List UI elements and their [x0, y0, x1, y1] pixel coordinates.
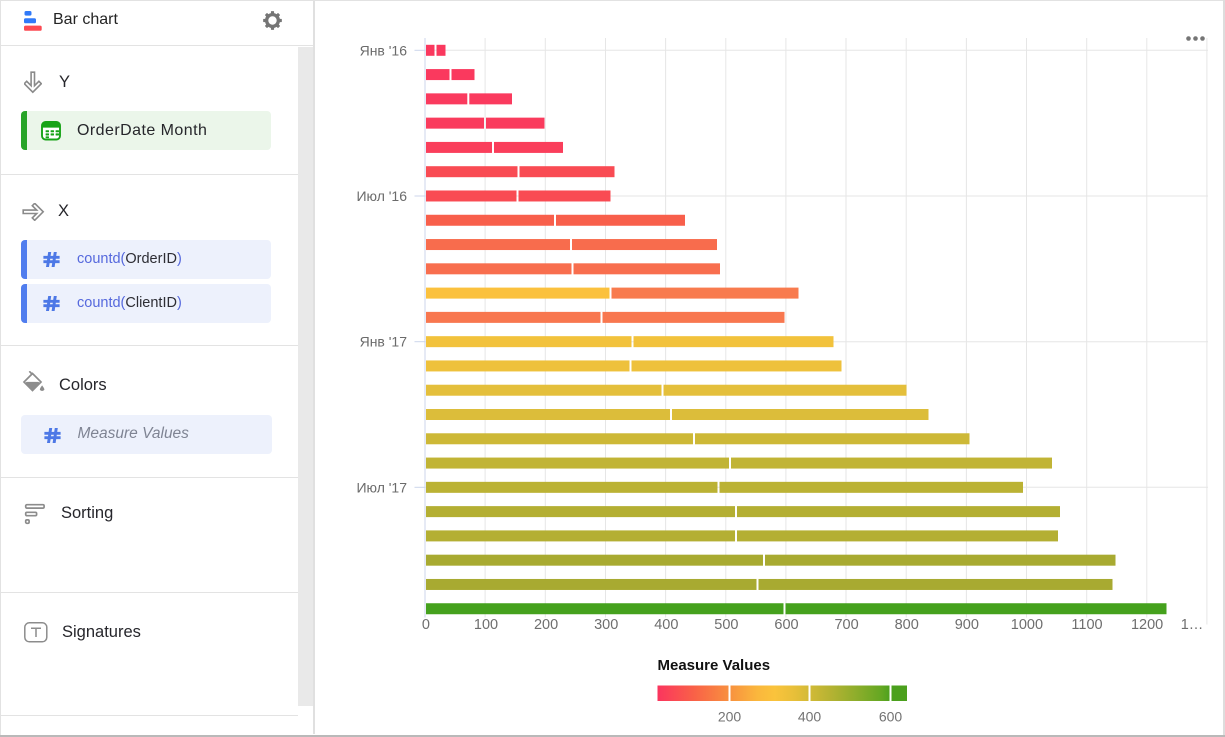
svg-text:Июл '16: Июл '16 [356, 188, 407, 204]
svg-text:600: 600 [774, 617, 798, 633]
svg-text:Measure Values: Measure Values [658, 657, 771, 674]
svg-text:1100: 1100 [1071, 617, 1102, 633]
svg-text:400: 400 [798, 709, 822, 725]
svg-text:400: 400 [654, 617, 678, 633]
svg-text:100: 100 [474, 617, 498, 633]
svg-text:800: 800 [895, 617, 919, 633]
svg-text:900: 900 [955, 617, 979, 633]
svg-text:600: 600 [879, 709, 903, 725]
svg-text:1200: 1200 [1131, 617, 1163, 633]
svg-text:200: 200 [534, 617, 558, 633]
svg-text:500: 500 [714, 617, 738, 633]
svg-text:Янв '17: Янв '17 [360, 334, 408, 350]
svg-text:Июл '17: Июл '17 [356, 479, 407, 495]
svg-text:0: 0 [422, 617, 430, 633]
svg-text:200: 200 [718, 709, 742, 725]
svg-text:Янв '16: Янв '16 [360, 42, 408, 58]
svg-text:1000: 1000 [1011, 617, 1043, 633]
svg-text:700: 700 [834, 617, 858, 633]
svg-text:300: 300 [594, 617, 618, 633]
svg-text:1…: 1… [1181, 617, 1204, 633]
